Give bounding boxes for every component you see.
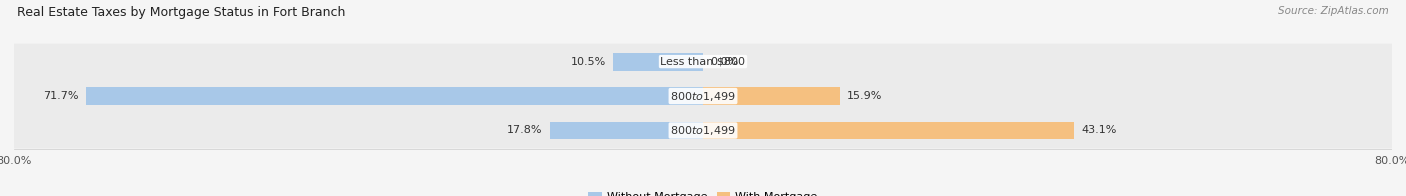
Text: 71.7%: 71.7%: [44, 91, 79, 101]
Text: 10.5%: 10.5%: [571, 57, 606, 67]
Bar: [86, 87, 703, 105]
Text: 0.0%: 0.0%: [710, 57, 738, 67]
Text: 43.1%: 43.1%: [1081, 125, 1116, 135]
Legend: Without Mortgage, With Mortgage: Without Mortgage, With Mortgage: [583, 187, 823, 196]
Text: Less than $800: Less than $800: [661, 57, 745, 67]
Text: Source: ZipAtlas.com: Source: ZipAtlas.com: [1278, 6, 1389, 16]
Text: $800 to $1,499: $800 to $1,499: [671, 124, 735, 137]
Text: 15.9%: 15.9%: [846, 91, 882, 101]
FancyBboxPatch shape: [14, 113, 1392, 148]
Bar: [550, 122, 703, 139]
Text: $800 to $1,499: $800 to $1,499: [671, 90, 735, 103]
Bar: [703, 122, 1074, 139]
FancyBboxPatch shape: [14, 78, 1392, 114]
Text: 17.8%: 17.8%: [508, 125, 543, 135]
Text: Real Estate Taxes by Mortgage Status in Fort Branch: Real Estate Taxes by Mortgage Status in …: [17, 6, 346, 19]
Bar: [703, 87, 839, 105]
FancyBboxPatch shape: [14, 44, 1392, 80]
Bar: [613, 53, 703, 71]
